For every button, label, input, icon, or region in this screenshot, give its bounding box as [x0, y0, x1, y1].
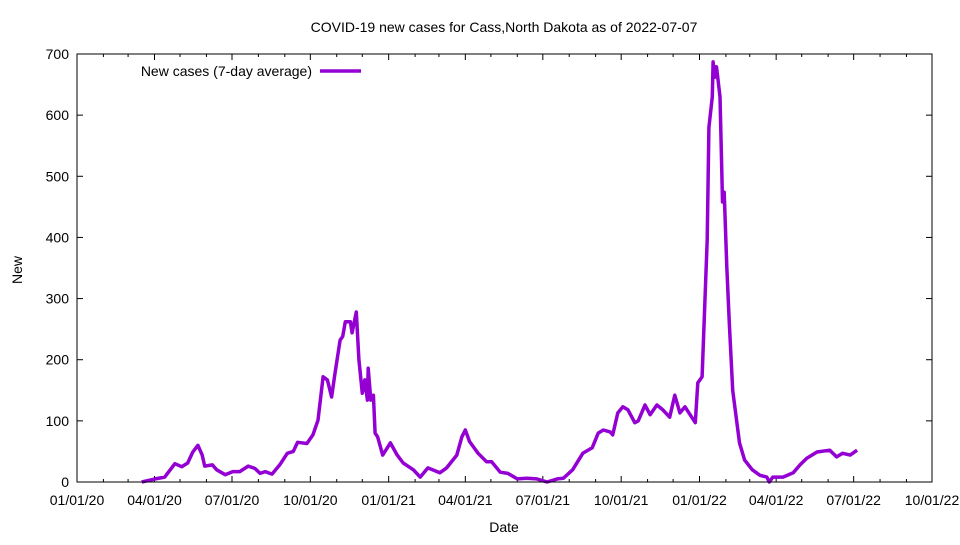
x-axis-label: Date — [489, 519, 519, 535]
x-tick-label: 04/01/22 — [749, 492, 804, 508]
legend: New cases (7-day average) — [141, 63, 361, 79]
x-tick-label: 07/01/22 — [826, 492, 881, 508]
series-line-new-cases — [142, 62, 857, 482]
y-tick-label: 100 — [46, 413, 70, 429]
y-tick-label: 400 — [46, 229, 70, 245]
axis-ticks: 0 100 200 300 400 500 600 700 01/01/20 04/01/20 07… — [46, 46, 960, 508]
x-tick-label: 01/01/22 — [672, 492, 727, 508]
plot-frame — [77, 54, 932, 482]
series-layer — [142, 62, 857, 482]
x-tick-label: 04/01/20 — [127, 492, 182, 508]
x-tick-label: 10/01/20 — [283, 492, 338, 508]
y-tick-label: 500 — [46, 168, 70, 184]
x-tick-label: 04/01/21 — [438, 492, 493, 508]
y-tick-label: 700 — [46, 46, 70, 62]
chart-title: COVID-19 new cases for Cass,North Dakota… — [311, 19, 698, 35]
y-tick-label: 0 — [61, 474, 69, 490]
x-tick-label: 10/01/21 — [594, 492, 649, 508]
legend-label: New cases (7-day average) — [141, 63, 312, 79]
x-tick-label: 01/01/21 — [361, 492, 416, 508]
y-tick-label: 600 — [46, 107, 70, 123]
y-axis-label: New — [9, 255, 25, 284]
x-tick-label: 01/01/20 — [50, 492, 105, 508]
x-tick-label: 10/01/22 — [905, 492, 960, 508]
x-tick-label: 07/01/21 — [516, 492, 571, 508]
x-tick-label: 07/01/20 — [205, 492, 260, 508]
y-tick-label: 200 — [46, 352, 70, 368]
y-tick-label: 300 — [46, 291, 70, 307]
